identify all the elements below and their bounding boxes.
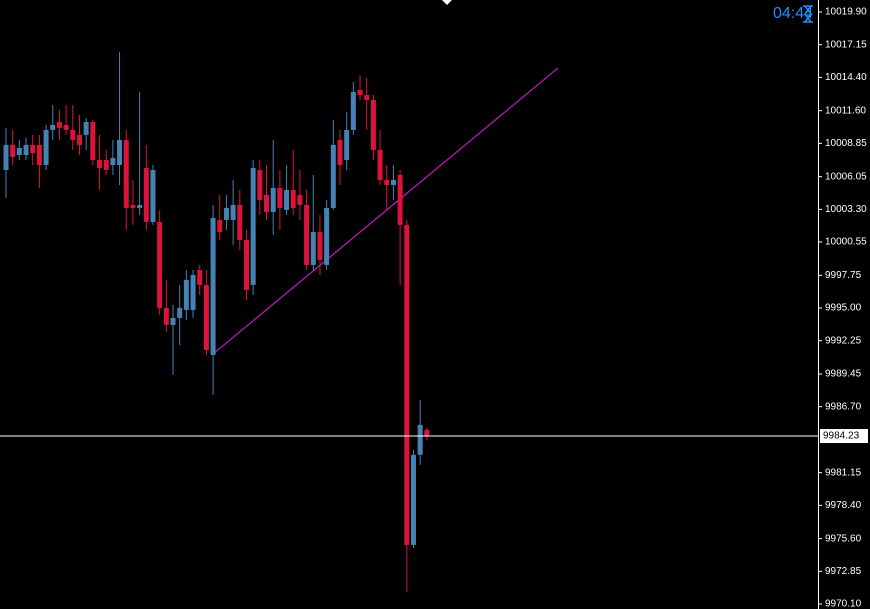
y-tick-label: 10000.55 <box>825 237 867 248</box>
candle-body <box>330 144 336 208</box>
hourglass-icon <box>803 5 813 23</box>
candle-body <box>50 124 56 130</box>
candle-body <box>190 274 196 310</box>
candle-body <box>264 194 270 212</box>
y-tick-label: 10006.05 <box>825 171 867 182</box>
candle-body <box>203 284 209 350</box>
candle-body <box>177 307 183 318</box>
y-tick-label: 10014.40 <box>825 72 867 83</box>
candle-body <box>70 129 76 140</box>
candle-body <box>30 144 36 153</box>
candle-body <box>284 189 290 210</box>
candle-body <box>377 149 383 180</box>
candle-body <box>290 189 296 208</box>
y-tick-label: 9978.40 <box>825 500 862 511</box>
candle-body <box>390 179 396 185</box>
candle-body <box>257 169 263 200</box>
candle-body <box>217 219 223 232</box>
y-tick-label: 9981.15 <box>825 467 862 478</box>
candle-body <box>250 167 256 285</box>
candle-body <box>157 221 163 308</box>
candle-body <box>23 144 29 156</box>
y-tick-label: 10008.85 <box>825 138 867 149</box>
y-tick-label: 9972.85 <box>825 566 862 577</box>
candle-body <box>364 94 370 100</box>
period-marker <box>442 0 452 5</box>
candle-body <box>397 174 403 225</box>
candle-body <box>137 204 143 208</box>
candle-body <box>130 204 136 208</box>
candle-body <box>417 424 423 455</box>
candle-body <box>10 144 16 157</box>
candle-body <box>76 134 82 145</box>
candle-body <box>56 121 62 128</box>
candle-body <box>117 139 123 165</box>
candle-body <box>103 160 109 170</box>
candle-body <box>36 144 42 165</box>
candle-body <box>97 160 103 168</box>
candle-body <box>90 121 96 161</box>
candle-body <box>277 187 283 208</box>
candle-body <box>357 89 363 95</box>
candle-body <box>150 169 156 222</box>
candle-body <box>110 157 116 165</box>
current-price-box <box>820 429 868 444</box>
candle-body <box>350 92 356 130</box>
candle-body <box>297 194 303 205</box>
candle-body <box>223 207 229 220</box>
y-tick-label: 9970.10 <box>825 599 862 609</box>
candle-body <box>170 317 176 325</box>
candle-body <box>3 144 9 170</box>
candle-body <box>317 231 323 260</box>
y-tick-label: 10011.60 <box>825 105 866 116</box>
candle-body <box>344 129 350 161</box>
candle-body <box>324 207 330 265</box>
candle-body <box>370 99 376 150</box>
candle-body <box>83 121 89 135</box>
candle-body <box>337 139 343 165</box>
y-tick-label: 9997.75 <box>825 270 862 281</box>
current-price-label: 9984.23 <box>823 431 860 442</box>
y-tick-label: 9989.45 <box>825 369 862 380</box>
clock: 04:44 <box>773 5 813 22</box>
y-tick-label: 9975.60 <box>825 533 862 544</box>
candle-body <box>197 269 203 285</box>
y-tick-label: 9986.70 <box>825 401 862 412</box>
candle-body <box>143 167 149 222</box>
y-tick-label: 10017.15 <box>825 39 867 50</box>
candle-body <box>424 429 430 437</box>
candle-body <box>404 224 410 545</box>
candle-body <box>237 204 243 240</box>
y-tick-label: 10003.30 <box>825 204 867 215</box>
candle-body <box>310 231 316 265</box>
candle-body <box>410 454 416 545</box>
candle-body <box>243 239 249 290</box>
candle-body <box>384 179 390 185</box>
candle-body <box>270 187 276 212</box>
y-tick-label: 10019.90 <box>825 7 867 18</box>
candle-body <box>210 217 216 355</box>
trendline <box>212 67 559 355</box>
candle-body <box>123 139 129 208</box>
candle-body <box>63 124 69 130</box>
y-tick-label: 9995.00 <box>825 303 862 314</box>
y-tick-label: 9992.25 <box>825 335 862 346</box>
candle-body <box>183 279 189 310</box>
candle-body <box>43 129 49 165</box>
candle-body <box>230 204 236 220</box>
candle-body <box>16 148 22 156</box>
candle-body <box>304 204 310 265</box>
candle-body <box>163 307 169 325</box>
